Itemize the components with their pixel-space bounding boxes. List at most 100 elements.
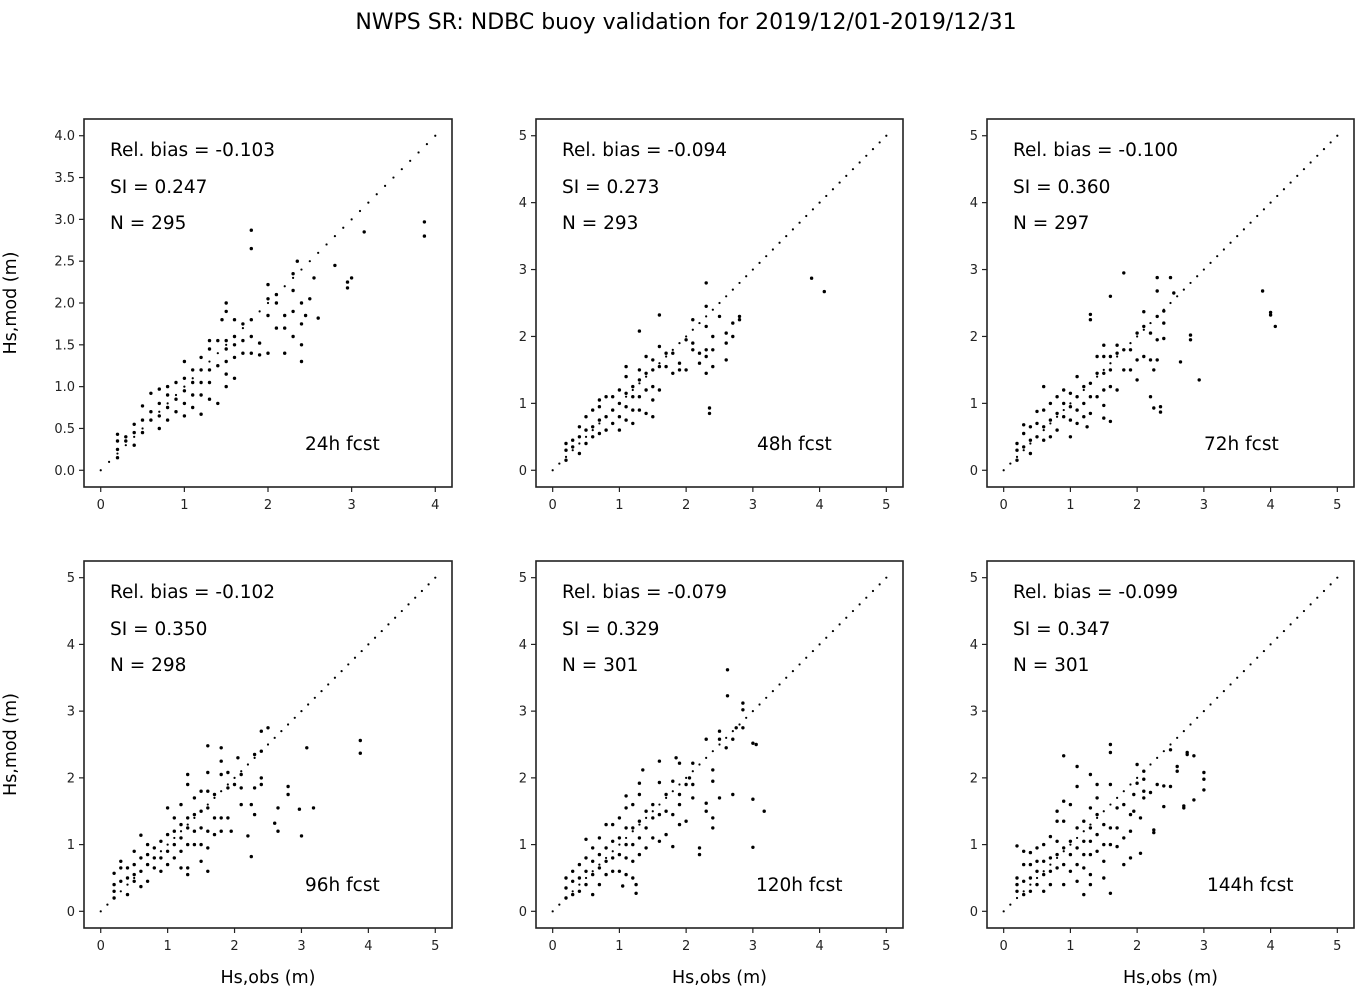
scatter-point [591,872,595,877]
reference-line-dot [375,193,378,196]
scatter-point [717,314,722,319]
y-tick-label: 2 [519,771,527,786]
reference-line-dot [678,342,681,345]
scatter-point [1178,360,1183,364]
scatter-point [1152,406,1156,410]
reference-line-dot [226,783,229,786]
y-tick-label: 4 [67,638,75,653]
scatter-point [1142,354,1146,359]
scatter-point [1135,358,1139,362]
scatter-point [634,882,638,887]
reference-line-dot [1015,455,1019,458]
scatter-point [1158,410,1163,414]
scatter-point [707,411,712,416]
scatter-point [1108,368,1113,372]
scatter-point [232,355,237,360]
reference-line-dot [179,830,183,833]
scatter-point [1088,381,1093,385]
scatter-point [1075,846,1079,850]
scatter-point [1068,405,1073,409]
scatter-point [1068,869,1073,873]
scatter-point [637,408,642,412]
scatter-point [232,782,237,787]
scatter-point [1138,851,1143,855]
reference-line-dot [631,388,634,392]
scatter-point [112,871,116,875]
scatter-point [132,443,136,447]
scatter-point [1055,866,1059,870]
stat-si: SI = 0.273 [562,177,659,198]
scatter-point [115,447,120,452]
scatter-point [1202,777,1206,781]
scatter-point [1095,371,1099,375]
reference-line-dot [671,790,674,793]
scatter-point [691,348,695,352]
scatter-point [1075,784,1079,789]
scatter-point [1068,418,1073,422]
scatter-point [657,344,662,349]
scatter-point [1088,318,1093,322]
x-tick-label: 1 [1066,498,1074,513]
scatter-point [199,393,203,397]
reference-line-dot [591,429,594,432]
x-tick-label: 5 [882,498,890,513]
x-tick-label: 4 [364,939,372,954]
scatter-point [283,351,287,355]
scatter-point [584,882,588,887]
reference-line-dot [1075,836,1079,840]
scatter-point [224,384,228,389]
scatter-point [717,737,722,741]
scatter-point [1015,458,1019,462]
scatter-point [212,816,217,820]
scatter-point [219,746,223,750]
scatter-point [691,341,695,345]
y-tick-label: 2 [519,330,527,345]
forecast-label: 144h fcst [1207,875,1294,896]
reference-line-dot [106,903,109,906]
reference-line-dot [208,360,211,363]
stat-si: SI = 0.247 [110,177,207,198]
scatter-point [1048,869,1053,873]
scatter-point [186,866,190,870]
scatter-point [611,822,615,827]
scatter-point [691,796,695,800]
scatter-point [1122,862,1126,867]
scatter-point [651,384,655,389]
reference-line-dot [885,576,888,579]
reference-line-dot [193,816,196,820]
scatter-point [691,318,695,322]
scatter-point [1152,830,1156,835]
reference-line-dot [407,603,410,606]
reference-line-dot [342,226,345,229]
reference-line-dot [785,234,788,238]
scatter-point [1155,782,1159,787]
scatter-point [345,286,350,290]
scatter-point [707,406,712,410]
reference-line-dot [731,730,734,733]
scatter-point [1035,869,1039,873]
y-tick-label: 5 [970,571,978,586]
scatter-point [1088,826,1093,830]
scatter-point [157,387,161,391]
reference-line-dot [1009,462,1012,465]
scatter-point [624,806,628,810]
panel-24h-fcst: 0 1 2 3 4 0.0 0.5 1.0 1.5 2.0 2.5 3.0 3.5 4.0 Rel. bia… [1,118,453,513]
scatter-point [249,228,253,232]
scatter-point [711,768,715,772]
scatter-point [308,297,312,301]
scatter-point [564,458,568,462]
reference-line-dot [765,696,768,699]
scatter-point [611,856,615,860]
scatter-point [1152,368,1156,372]
scatter-point [671,844,675,849]
scatter-point [257,353,262,357]
reference-line-dot [183,385,186,388]
reference-line-dot [1042,870,1045,873]
scatter-point [591,892,595,897]
reference-line-dot [765,255,768,258]
scatter-point [362,230,366,234]
scatter-point [604,428,608,432]
reference-line-dot [831,188,835,191]
scatter-point [697,351,702,355]
reference-line-dot [671,348,674,351]
